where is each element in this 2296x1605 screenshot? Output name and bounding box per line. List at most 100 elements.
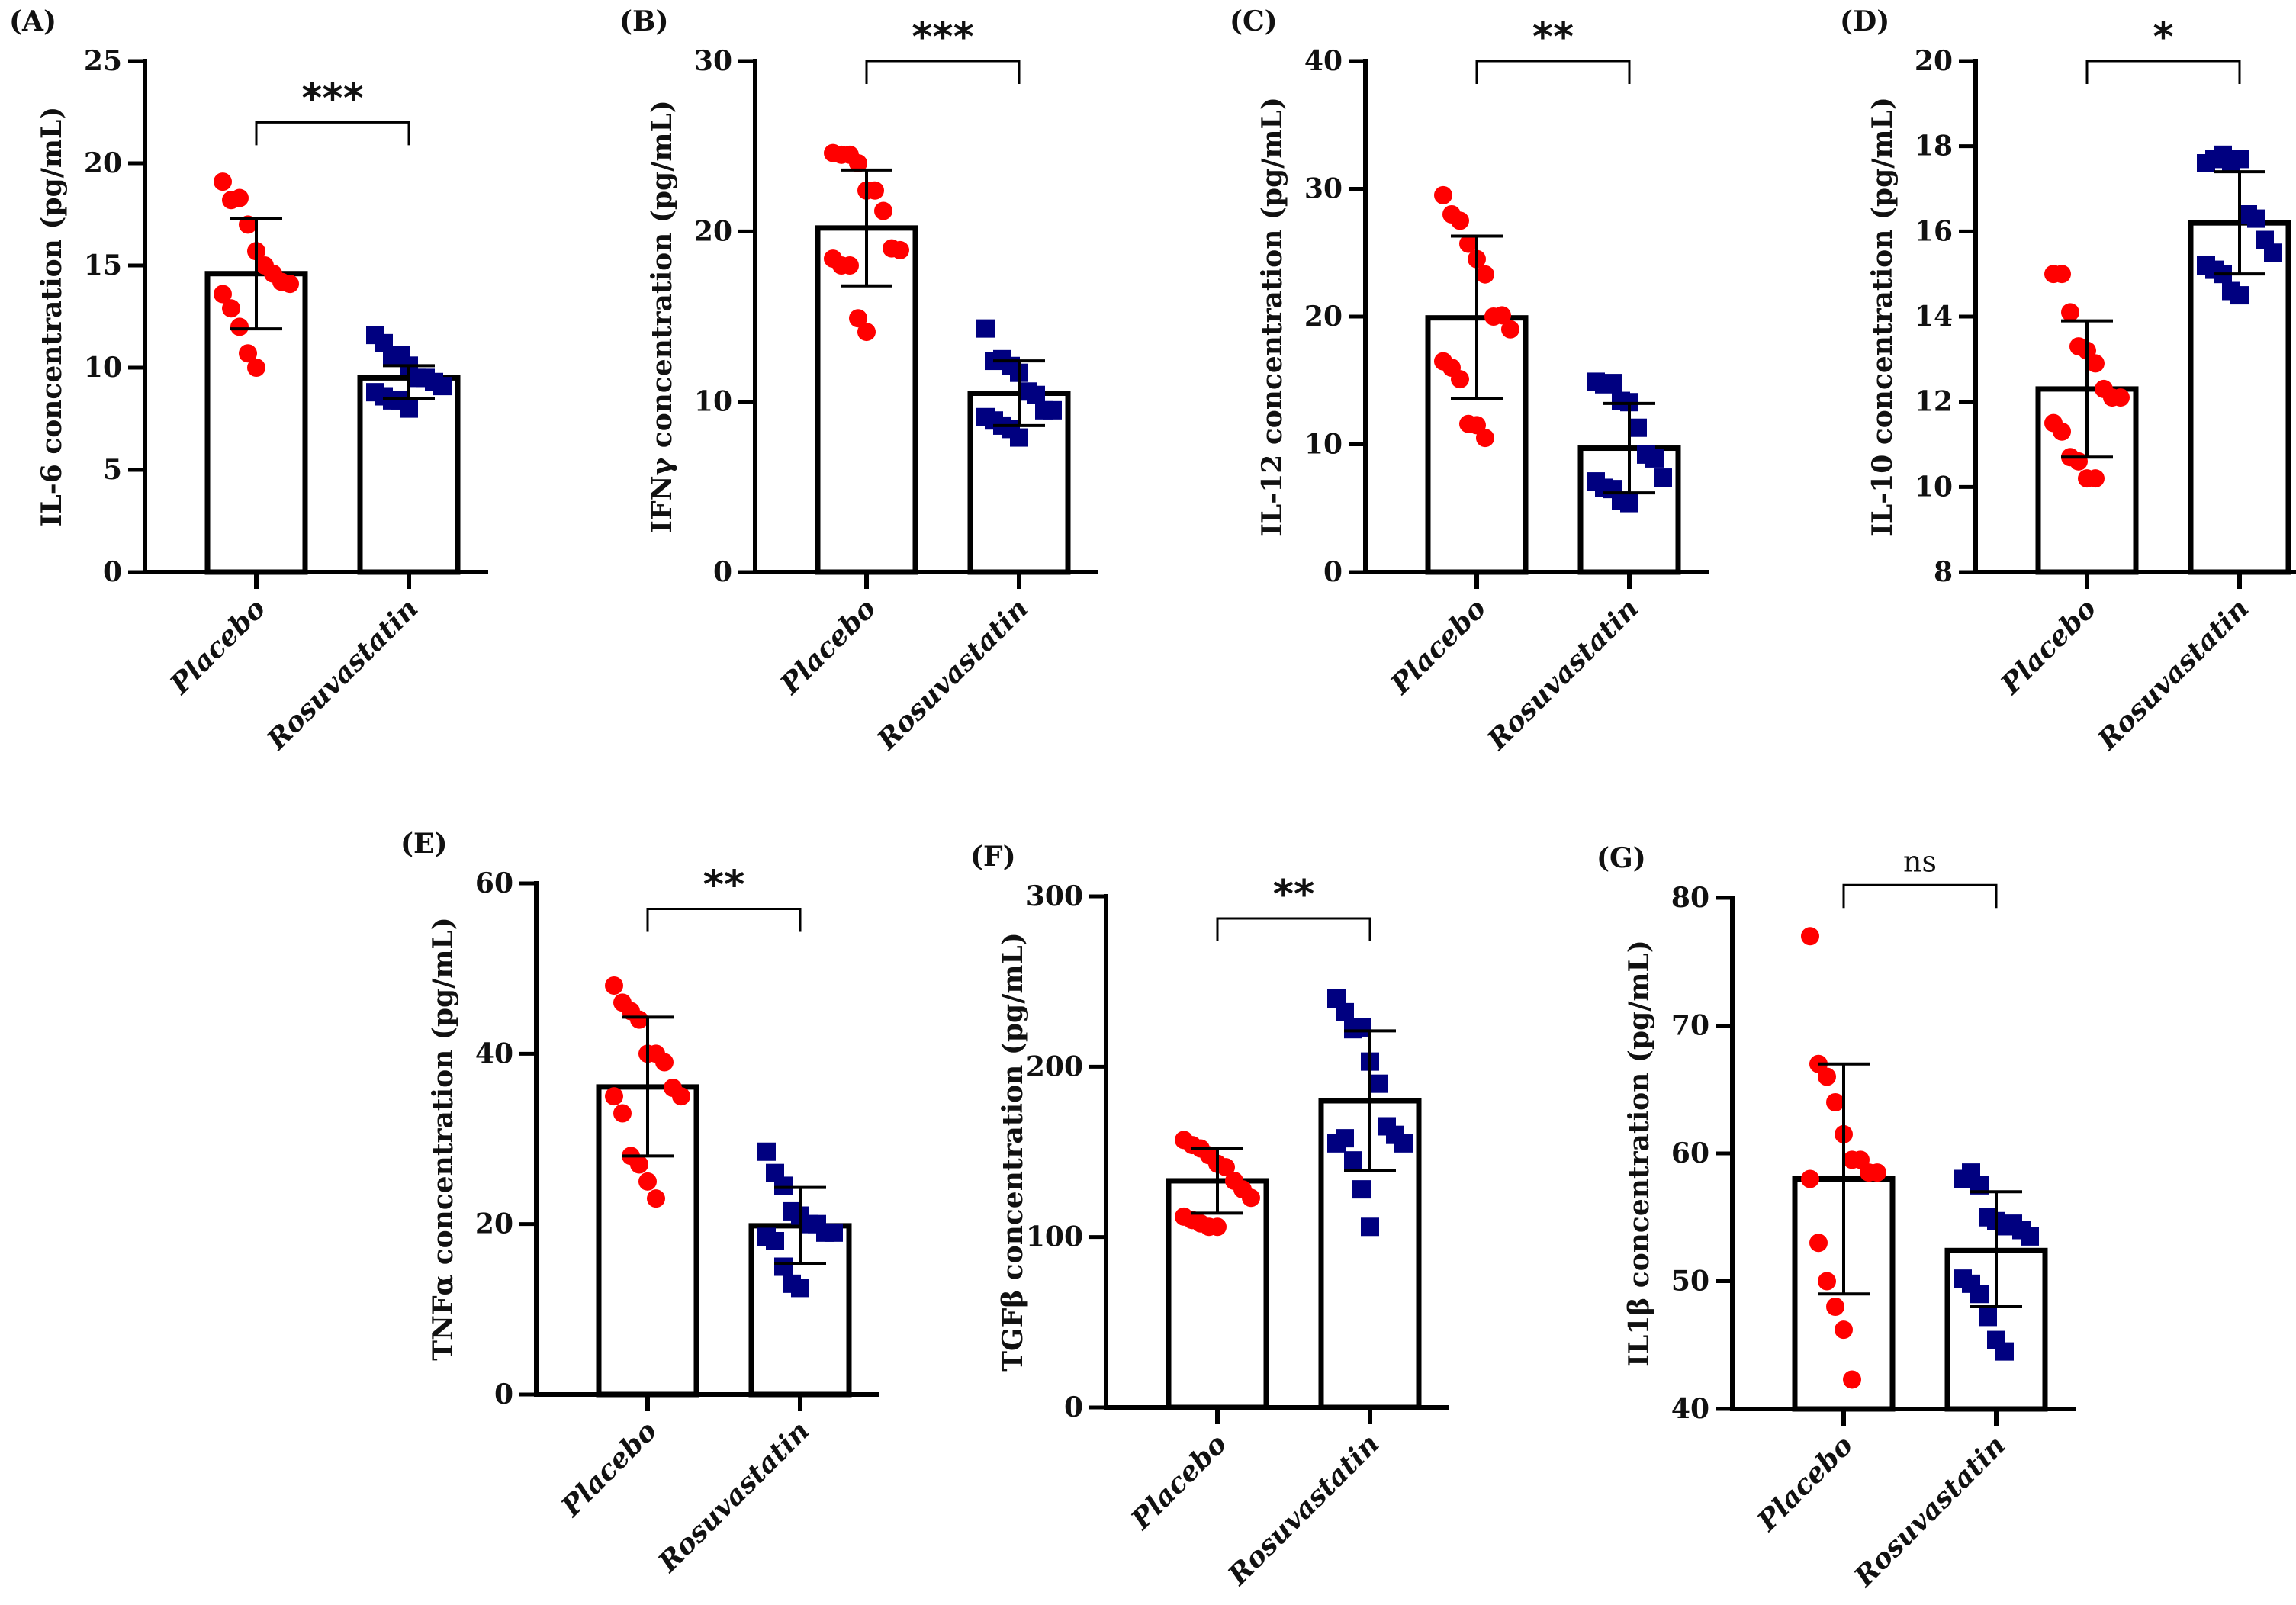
y-tick-label: 80 (1671, 882, 1709, 914)
y-tick-label: 40 (1671, 1393, 1709, 1425)
data-point-rosuvastatin (2264, 243, 2282, 262)
chart-svg: (G) IL1β concentration (pg/mL) PlaceboRosu… (1597, 842, 2076, 1594)
y-tick-label: 10 (84, 352, 122, 384)
x-tick-label: Placebo (773, 593, 882, 701)
y-tick-label: 10 (694, 386, 732, 418)
data-point-rosuvastatin (1352, 1018, 1371, 1037)
chart-svg: (A) IL-6 concentration (pg/mL) PlaceboRosu… (9, 5, 488, 757)
x-tick-label: Placebo (1751, 1430, 1859, 1538)
data-point-rosuvastatin (1361, 1217, 1379, 1237)
y-axis-label: IL1β concentration (pg/mL) (1623, 940, 1655, 1367)
data-point-placebo (874, 201, 892, 220)
chart-svg: (E) TNFα concentration (pg/mL) PlaceboRosu… (400, 828, 879, 1579)
y-tick-label: 12 (1915, 386, 1953, 418)
significance-bracket (2085, 60, 2241, 84)
y-tick-label: 20 (694, 215, 732, 247)
y-tick-label: 0 (1064, 1391, 1083, 1423)
data-point-placebo (849, 154, 867, 172)
significance-label: *** (301, 76, 364, 121)
significance-bracket (1475, 60, 1631, 84)
data-point-rosuvastatin (791, 1279, 809, 1298)
data-point-placebo (2053, 422, 2071, 441)
y-tick-label: 16 (1915, 215, 1953, 247)
y-tick-label: 0 (1323, 556, 1343, 588)
data-point-rosuvastatin (757, 1142, 776, 1161)
data-point-placebo (655, 1053, 674, 1072)
data-point-rosuvastatin (1336, 1129, 1354, 1148)
y-tick-label: 15 (84, 249, 122, 281)
data-point-rosuvastatin (1629, 418, 1647, 437)
y-tick-label: 0 (713, 556, 732, 588)
y-tick-label: 30 (694, 45, 732, 77)
y-tick-label: 10 (1304, 429, 1343, 461)
data-point-placebo (891, 240, 909, 259)
data-point-placebo (239, 344, 257, 363)
chart-svg: (D) IL-10 concentration (pg/mL) PlaceboRos… (1840, 5, 2296, 757)
x-tick-label: Rosuvastatin (1847, 1430, 2011, 1594)
data-point-placebo (1835, 1320, 1853, 1340)
data-point-placebo (2069, 452, 2088, 471)
data-point-placebo (1801, 927, 1819, 946)
data-point-placebo (1434, 185, 1452, 204)
x-tick-label: Rosuvastatin (1481, 593, 1645, 757)
y-tick-label: 14 (1915, 301, 1953, 333)
x-tick-label: Placebo (1384, 593, 1492, 701)
y-axis-label: IL-10 concentration (pg/mL) (1867, 97, 1899, 536)
y-tick-label: 100 (1026, 1221, 1083, 1253)
y-axis-label: IL-12 concentration (pg/mL) (1256, 97, 1288, 536)
y-tick-label: 20 (475, 1208, 513, 1240)
y-tick-label: 20 (1304, 301, 1343, 333)
x-tick-label: Rosuvastatin (651, 1415, 815, 1579)
y-tick-label: 20 (1915, 45, 1953, 77)
data-point-placebo (2053, 265, 2071, 284)
data-point-placebo (230, 188, 249, 207)
chart-svg: (B) IFNγ concentration (pg/mL) PlaceboRosu… (619, 5, 1098, 757)
panel-f: (F) TGFβ concentration (pg/mL) Placebo Rosu… (961, 835, 1571, 1598)
data-point-placebo (1451, 211, 1469, 230)
data-point-rosuvastatin (1352, 1180, 1371, 1199)
x-tick-label: Placebo (555, 1415, 663, 1523)
significance-label: ** (1273, 872, 1314, 918)
data-point-rosuvastatin (774, 1176, 793, 1195)
data-point-rosuvastatin (2230, 286, 2249, 305)
y-tick-label: 0 (494, 1378, 513, 1410)
y-tick-label: 50 (1671, 1266, 1709, 1298)
data-point-placebo (1217, 1158, 1235, 1177)
y-tick-label: 5 (103, 454, 122, 486)
panel-label: (F) (970, 841, 1016, 873)
data-point-placebo (1242, 1188, 1260, 1208)
data-point-placebo (247, 359, 265, 377)
data-point-placebo (630, 1155, 648, 1174)
panel-c: (C) IL-12 concentration (pg/mL) Placebo Ros… (1220, 0, 1831, 763)
significance-label: ns (1903, 844, 1937, 878)
data-point-rosuvastatin (1027, 385, 1045, 404)
data-point-rosuvastatin (1979, 1307, 1997, 1327)
x-tick-label: Placebo (1124, 1428, 1233, 1536)
panel-label: (G) (1597, 842, 1646, 874)
x-tick-label: Placebo (1994, 593, 2102, 701)
significance-bracket (646, 908, 802, 932)
data-point-placebo (1801, 1169, 1819, 1188)
data-point-placebo (1459, 234, 1478, 253)
data-point-placebo (857, 323, 876, 342)
data-point-placebo (605, 976, 623, 995)
data-point-placebo (1501, 320, 1519, 339)
data-point-placebo (1493, 306, 1511, 325)
significance-bracket (255, 121, 410, 146)
data-point-placebo (605, 1087, 623, 1106)
data-point-placebo (1843, 1370, 1861, 1389)
panel-g: (G) IL1β concentration (pg/mL) Placebo Rosu… (1587, 837, 2198, 1600)
data-point-placebo (214, 285, 232, 304)
data-point-placebo (638, 1172, 657, 1191)
data-point-placebo (214, 172, 232, 191)
data-point-rosuvastatin (1344, 1151, 1362, 1170)
y-tick-label: 300 (1026, 880, 1083, 912)
panel-b: (B) IFNγ concentration (pg/mL) Placebo Rosu… (610, 0, 1220, 763)
x-tick-label: Placebo (163, 593, 272, 701)
data-point-placebo (230, 317, 249, 336)
data-point-placebo (866, 181, 884, 200)
data-point-rosuvastatin (1394, 1134, 1413, 1153)
data-point-placebo (2086, 354, 2105, 373)
data-point-rosuvastatin (1645, 449, 1664, 468)
data-point-rosuvastatin (1995, 1342, 2014, 1361)
